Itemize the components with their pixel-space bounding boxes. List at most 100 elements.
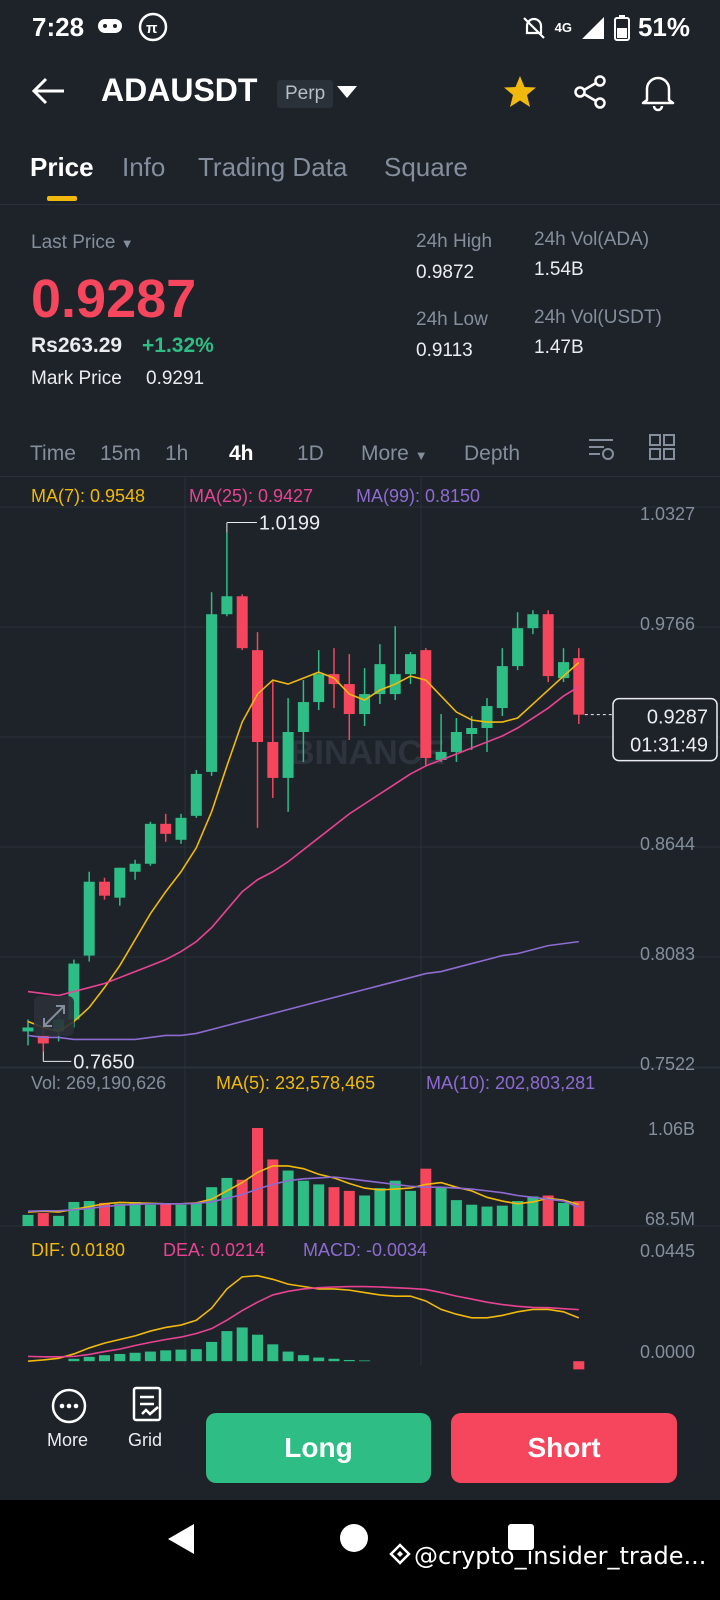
share-icon[interactable]: [572, 74, 608, 110]
interval-1h[interactable]: 1h: [165, 442, 189, 465]
candle: [435, 751, 447, 760]
volume-bar: [313, 1184, 325, 1226]
candle: [83, 881, 95, 956]
grid-icon[interactable]: [130, 1385, 166, 1425]
vol-ada-value: 1.54B: [534, 259, 584, 280]
candle: [466, 728, 478, 734]
price-axis-label: 1.0327: [640, 504, 695, 524]
short-button[interactable]: Short: [451, 1413, 677, 1483]
expand-icon: [43, 1018, 52, 1027]
high-label: 24h High: [416, 231, 493, 252]
macd-hist-bar: [313, 1357, 325, 1362]
price-axis-label: 0.8644: [640, 834, 695, 854]
macd-hist-bar: [282, 1351, 294, 1362]
last-price-label[interactable]: Last Price ▼: [31, 232, 134, 253]
battery-level: 51%: [637, 12, 690, 42]
divider: [0, 476, 720, 477]
bell-icon[interactable]: [640, 72, 676, 112]
volume-bar: [252, 1128, 263, 1226]
candle: [282, 731, 294, 778]
candle: [190, 773, 202, 816]
volume-bar: [328, 1187, 340, 1226]
volume-bar: [527, 1196, 539, 1226]
candle: [129, 863, 141, 872]
candle: [512, 628, 524, 667]
candle: [99, 881, 110, 896]
long-button[interactable]: Long: [206, 1413, 431, 1483]
status-time: 7:28: [32, 12, 85, 42]
tab-indicator: [47, 196, 77, 201]
volume-bar: [297, 1180, 309, 1226]
candle: [144, 823, 156, 864]
macd-hist-bar: [343, 1359, 355, 1362]
more-icon[interactable]: [50, 1387, 88, 1425]
candle: [558, 662, 569, 679]
interval-more[interactable]: More ▼: [361, 442, 428, 465]
favorite-star-icon[interactable]: [502, 74, 538, 110]
high-value: 0.9872: [416, 262, 475, 283]
volume-bar: [22, 1214, 34, 1226]
volume-bar: [129, 1201, 141, 1226]
macd-hist-bar: [328, 1358, 340, 1362]
tab-info[interactable]: Info: [122, 152, 166, 182]
vol-usdt-value: 1.47B: [534, 337, 584, 358]
chevron-down-icon[interactable]: [336, 84, 358, 100]
candle: [420, 650, 432, 758]
more-label[interactable]: More: [47, 1430, 89, 1450]
volume-bar: [160, 1203, 172, 1226]
macd-hist-bar: [83, 1356, 95, 1362]
ma99-legend: MA(99): 0.8150: [356, 486, 481, 506]
volume-bar: [573, 1201, 585, 1226]
volume-axis-top: 1.06B: [648, 1119, 695, 1139]
back-arrow-icon[interactable]: [30, 74, 68, 108]
interval-1d[interactable]: 1D: [297, 442, 324, 465]
macd-hist-bar: [129, 1352, 141, 1362]
contract-badge: Perp: [277, 80, 334, 108]
volume-axis-bottom: 68.5M: [645, 1209, 695, 1229]
volume-bar: [542, 1195, 554, 1226]
system-nav-bar: @crypto_insider_trade...: [0, 1500, 720, 1600]
price-change: +1.32%: [142, 334, 214, 357]
tab-price[interactable]: Price: [30, 152, 94, 182]
candle: [359, 694, 371, 715]
volume-bar: [144, 1204, 156, 1226]
layout-grid-icon[interactable]: [648, 433, 676, 461]
macd-hist-bar: [221, 1331, 233, 1362]
interval-time[interactable]: Time: [30, 442, 76, 465]
mark-price-label: Mark Price: [31, 368, 122, 389]
app-logo-icon: π: [138, 12, 168, 42]
candle: [37, 1035, 49, 1044]
price-chart[interactable]: BINANCE 1.0327 0.9766 0.8644 0.8083 0.7522 1.…: [0, 476, 720, 1376]
interval-4h[interactable]: 4h: [229, 442, 254, 465]
volume-bar: [99, 1202, 110, 1226]
home-nav-icon[interactable]: [338, 1522, 370, 1554]
price-axis-label: 0.9766: [640, 614, 695, 634]
vol-ada-label: 24h Vol(ADA): [534, 229, 650, 250]
candle: [160, 823, 172, 834]
candle: [374, 664, 386, 695]
ma25-legend: MA(25): 0.9427: [189, 486, 314, 506]
vol-ma5-legend: MA(5): 232,578,465: [216, 1073, 376, 1093]
grid-label[interactable]: Grid: [128, 1430, 163, 1450]
volume-bar: [83, 1201, 95, 1226]
interval-15m[interactable]: 15m: [100, 442, 141, 465]
volume-bar: [374, 1188, 386, 1226]
tab-trading-data[interactable]: Trading Data: [198, 152, 348, 182]
dif-legend: DIF: 0.0180: [31, 1240, 126, 1260]
indicator-settings-icon[interactable]: [586, 433, 616, 463]
low-marker-label: 0.7650: [73, 1051, 134, 1073]
local-price: Rs263.29: [31, 334, 123, 357]
volume-bar: [481, 1206, 493, 1226]
depth-tab[interactable]: Depth: [464, 442, 521, 465]
candle: [573, 658, 585, 715]
back-nav-icon[interactable]: [166, 1522, 196, 1556]
recents-nav-icon[interactable]: [506, 1522, 536, 1552]
symbol-title[interactable]: ADAUSDT: [101, 72, 258, 108]
tab-square[interactable]: Square: [384, 152, 468, 182]
current-price-label: 0.9287: [647, 707, 708, 729]
candle: [236, 596, 248, 649]
low-label: 24h Low: [416, 309, 488, 330]
volume-bar: [175, 1204, 187, 1226]
macd-hist-bar: [252, 1334, 263, 1362]
volume-bar: [343, 1190, 355, 1226]
